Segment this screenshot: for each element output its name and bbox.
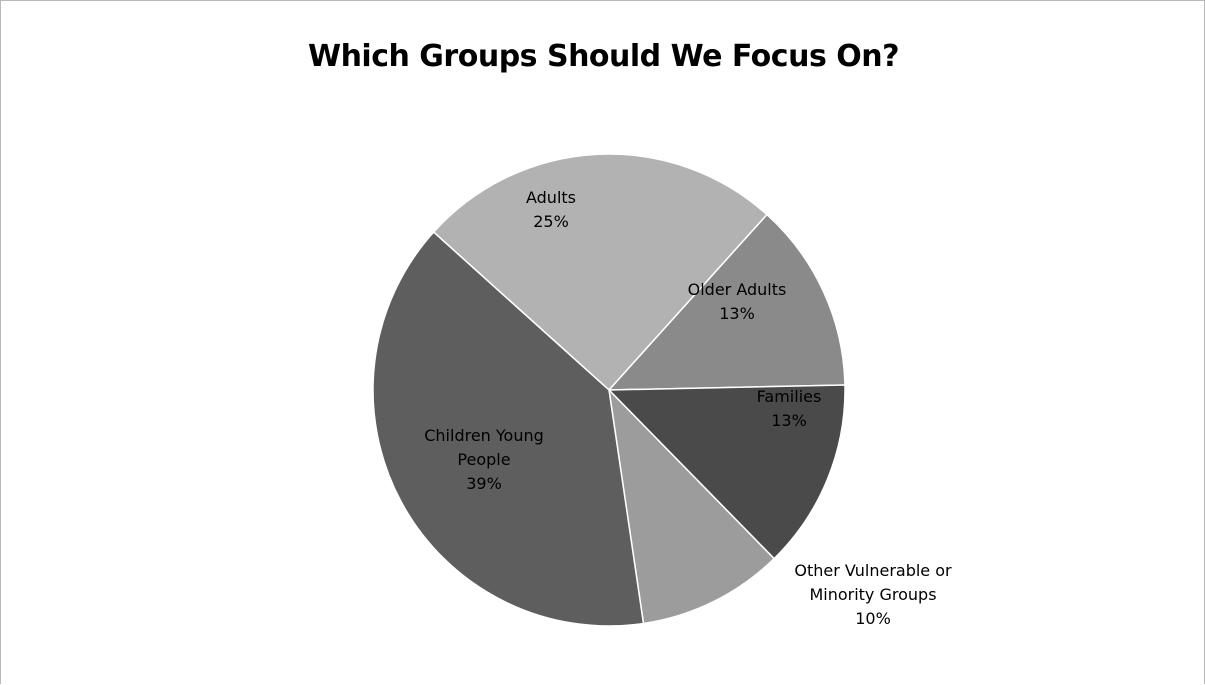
pie-slice-families bbox=[607, 384, 846, 560]
pie-slice-older-adults bbox=[607, 213, 846, 391]
slice-label-adults: Adults 25% bbox=[526, 188, 576, 231]
pie-slice-children-young-people bbox=[372, 231, 645, 627]
pie-slice-adults bbox=[432, 153, 768, 392]
slice-label-other-vulnerable-or-minority-groups: Other Vulnerable or Minority Groups 10% bbox=[794, 561, 952, 628]
pie-slice-other-vulnerable-or-minority-groups bbox=[607, 387, 776, 625]
slice-label-children-young-people: Children Young People 39% bbox=[424, 426, 544, 493]
slice-label-families: Families 13% bbox=[757, 387, 822, 430]
slice-label-older-adults: Older Adults 13% bbox=[688, 280, 787, 323]
chart-title: Which Groups Should We Focus On? bbox=[307, 39, 900, 74]
